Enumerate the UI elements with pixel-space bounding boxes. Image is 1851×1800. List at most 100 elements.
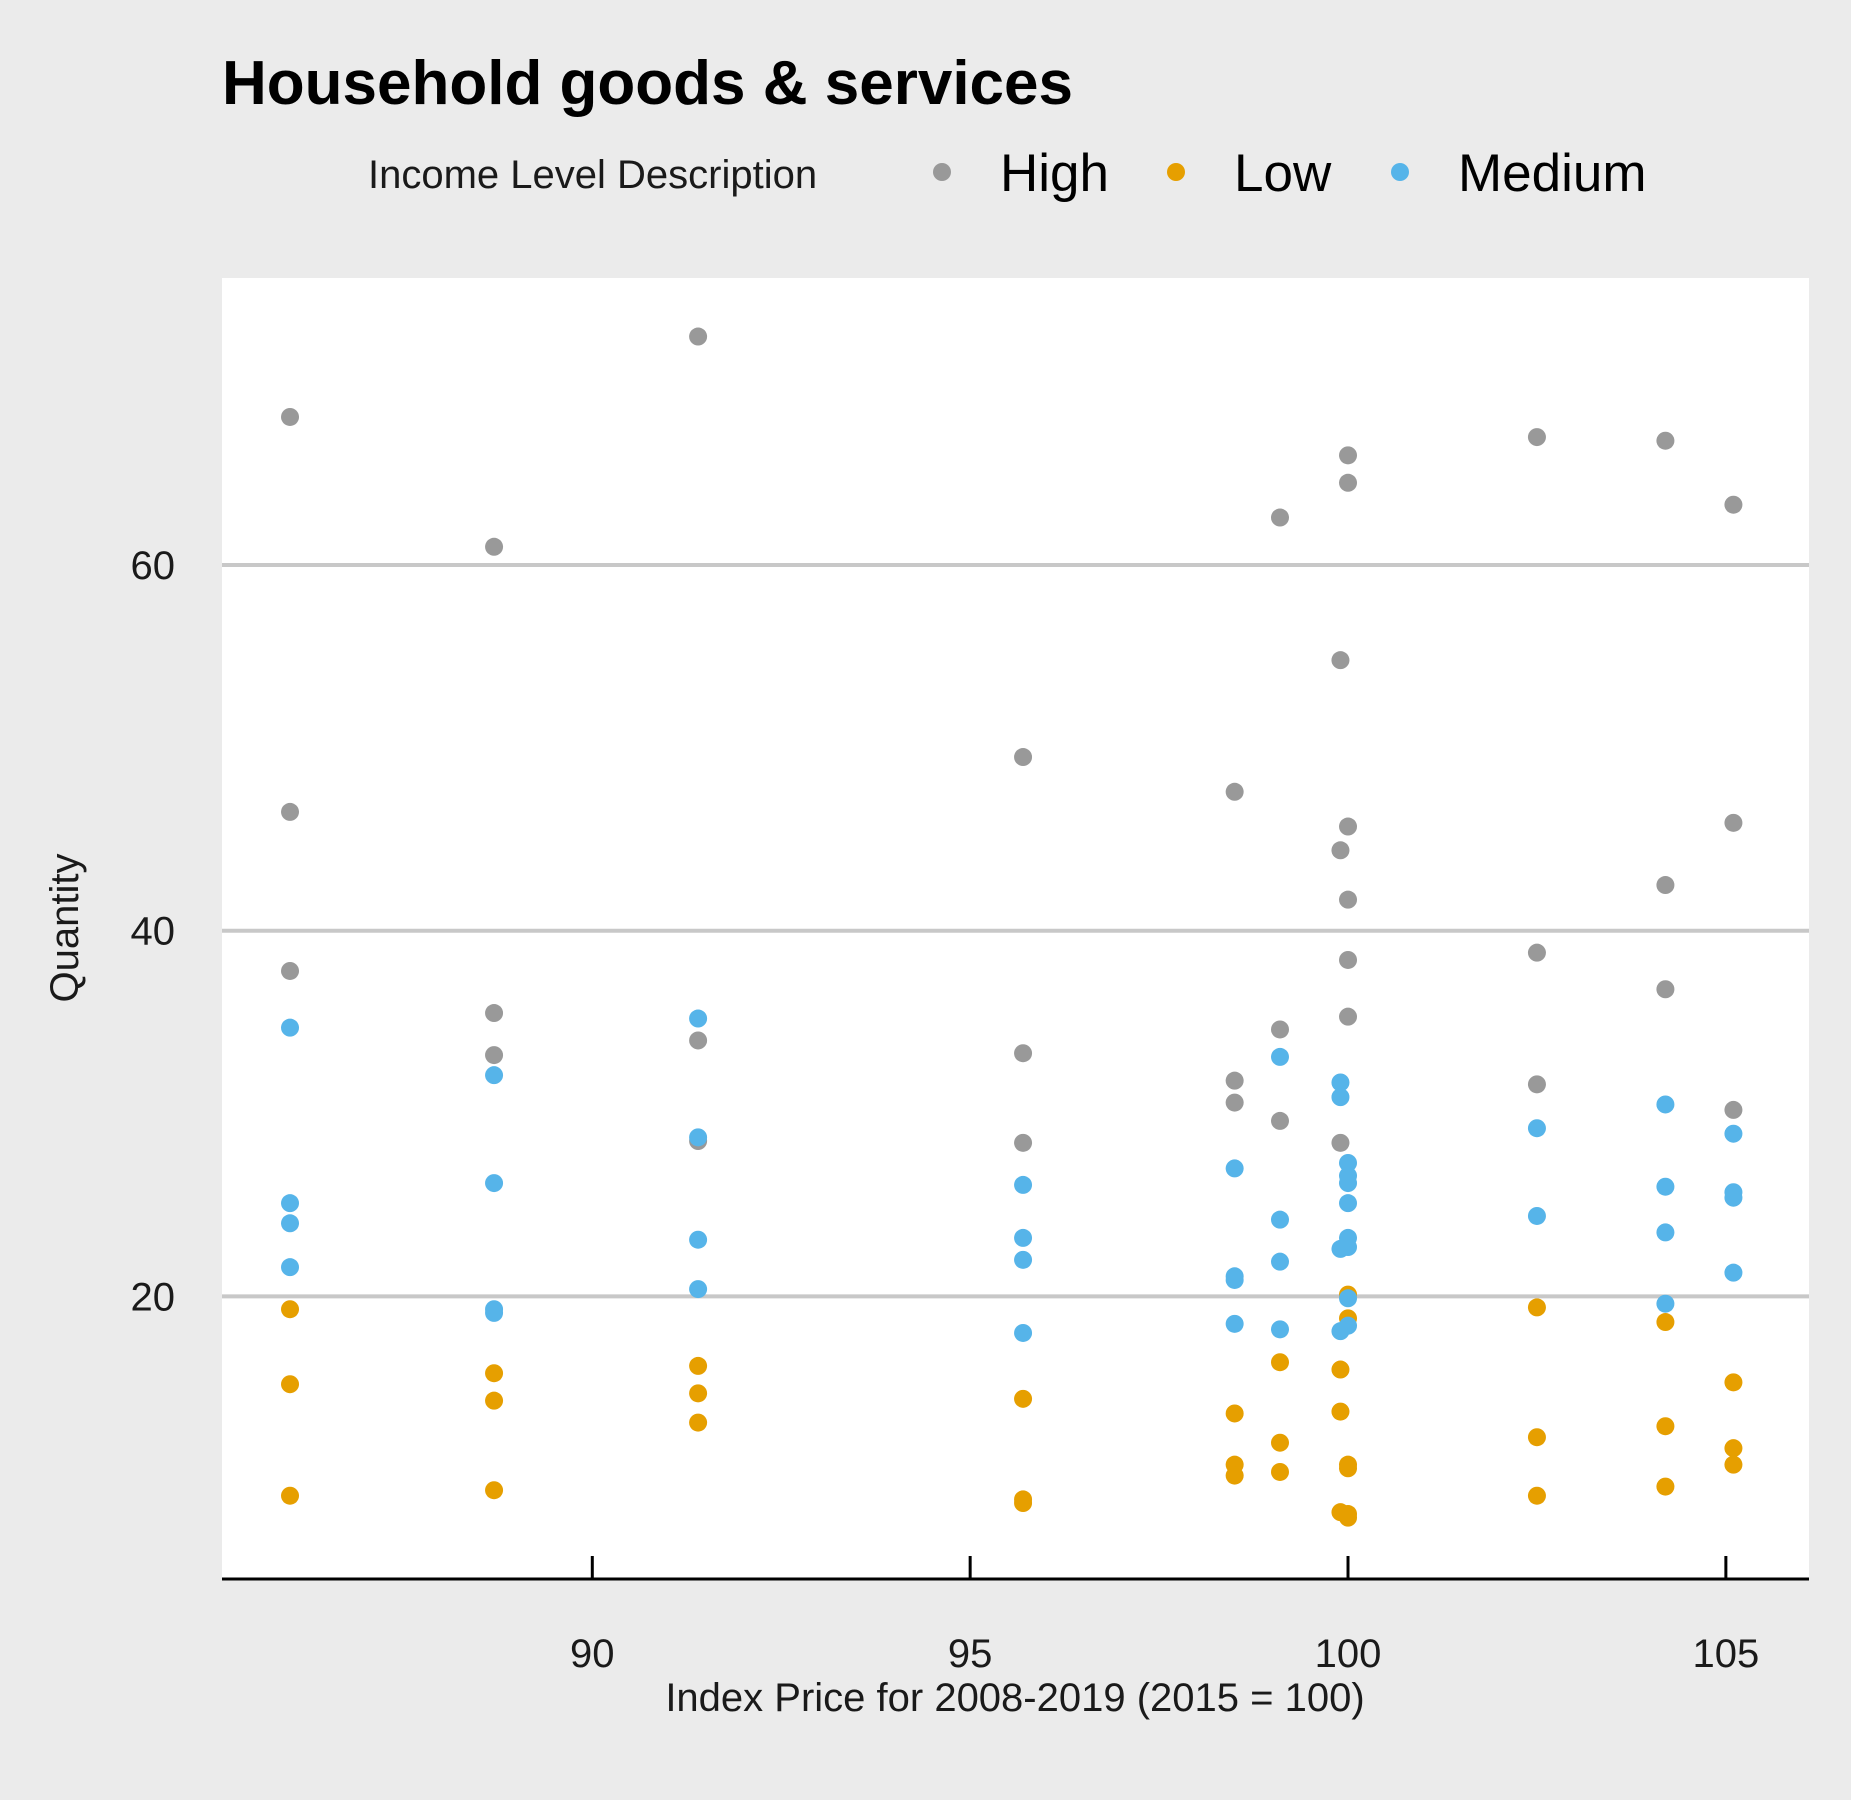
point-high-5 [485, 1046, 504, 1065]
point-high-0 [281, 407, 300, 426]
point-medium-1 [281, 1194, 300, 1213]
point-low-26 [1339, 1508, 1358, 1527]
y-tick-label-20: 20 [131, 1275, 176, 1319]
point-high-18 [1331, 651, 1350, 670]
point-high-22 [1339, 473, 1358, 492]
point-medium-38 [1656, 1095, 1675, 1114]
point-medium-22 [1271, 1252, 1289, 1271]
point-medium-30 [1339, 1174, 1358, 1193]
point-medium-45 [1724, 1263, 1743, 1282]
point-medium-20 [1271, 1047, 1289, 1066]
series-high [281, 327, 1743, 1152]
point-high-34 [1724, 813, 1743, 832]
point-medium-3 [281, 1258, 300, 1277]
x-tick-label-95: 95 [948, 1632, 993, 1676]
y-tick-label-60: 60 [131, 544, 176, 588]
gridlines [222, 563, 1809, 1299]
point-medium-41 [1656, 1294, 1675, 1313]
point-low-4 [485, 1391, 504, 1410]
point-medium-34 [1339, 1289, 1358, 1308]
point-medium-15 [1014, 1323, 1033, 1342]
legend-marker-high [933, 163, 951, 181]
point-low-29 [1527, 1486, 1546, 1505]
point-low-17 [1271, 1462, 1289, 1481]
point-medium-8 [689, 1009, 708, 1028]
series-medium [281, 1009, 1743, 1342]
point-low-18 [1331, 1360, 1350, 1379]
point-high-2 [281, 961, 300, 980]
point-high-7 [689, 1031, 708, 1050]
point-low-33 [1724, 1373, 1743, 1392]
x-axis-title: Index Price for 2008-2019 (2015 = 100) [665, 1676, 1364, 1720]
point-medium-14 [1014, 1250, 1033, 1269]
point-medium-10 [689, 1230, 708, 1249]
legend-item-low: Low [1167, 144, 1332, 203]
point-medium-28 [1339, 1153, 1358, 1172]
point-medium-9 [689, 1128, 708, 1147]
point-medium-42 [1724, 1124, 1743, 1143]
point-low-34 [1724, 1439, 1743, 1458]
point-medium-44 [1724, 1188, 1743, 1207]
legend-label-high: High [1000, 144, 1109, 203]
point-low-1 [281, 1375, 300, 1394]
point-high-33 [1724, 495, 1743, 514]
point-medium-35 [1339, 1316, 1358, 1335]
x-tick-label-90: 90 [570, 1632, 615, 1676]
point-medium-2 [281, 1214, 300, 1233]
point-low-9 [1014, 1389, 1033, 1408]
point-high-17 [1271, 1111, 1289, 1130]
point-medium-0 [281, 1018, 300, 1037]
point-low-24 [1339, 1459, 1358, 1478]
point-low-27 [1527, 1298, 1546, 1317]
point-high-30 [1656, 431, 1675, 450]
point-medium-5 [485, 1174, 504, 1193]
point-high-23 [1339, 817, 1358, 836]
point-high-31 [1656, 876, 1675, 895]
point-high-16 [1271, 1020, 1289, 1039]
point-high-12 [1225, 782, 1244, 801]
point-medium-31 [1339, 1194, 1358, 1213]
point-low-0 [281, 1300, 300, 1319]
point-medium-24 [1331, 1073, 1350, 1092]
point-medium-19 [1225, 1314, 1244, 1333]
legend-label-low: Low [1234, 144, 1332, 203]
point-medium-33 [1339, 1238, 1358, 1257]
point-medium-11 [689, 1280, 708, 1299]
point-high-32 [1656, 980, 1675, 999]
y-axis-title: Quantity [43, 854, 87, 1003]
point-low-3 [485, 1364, 504, 1383]
point-low-15 [1271, 1353, 1289, 1372]
legend-items: High Low Medium [933, 144, 1647, 203]
point-medium-25 [1331, 1088, 1350, 1107]
legend-item-medium: Medium [1391, 144, 1647, 203]
x-axis-ticks: 90 95 100 105 [570, 1556, 1759, 1676]
plot-panel [222, 278, 1809, 1578]
point-high-26 [1339, 1007, 1358, 1026]
point-medium-12 [1014, 1175, 1033, 1194]
point-high-1 [281, 802, 300, 821]
point-high-27 [1527, 428, 1546, 447]
point-high-6 [689, 327, 708, 346]
point-medium-36 [1527, 1119, 1546, 1138]
point-high-19 [1331, 841, 1350, 860]
point-low-11 [1014, 1494, 1033, 1513]
point-high-10 [1014, 1044, 1033, 1063]
x-tick-label-105: 105 [1692, 1632, 1759, 1676]
point-medium-23 [1271, 1320, 1289, 1339]
point-low-7 [689, 1384, 708, 1403]
point-low-35 [1724, 1455, 1743, 1474]
point-low-8 [689, 1413, 708, 1432]
y-tick-label-40: 40 [131, 910, 176, 954]
point-low-32 [1656, 1477, 1675, 1496]
point-low-31 [1656, 1417, 1675, 1436]
point-medium-18 [1225, 1270, 1244, 1289]
y-axis-ticks: 20 40 60 [131, 544, 176, 1319]
point-medium-21 [1271, 1210, 1289, 1229]
point-medium-4 [485, 1066, 504, 1085]
legend-marker-low [1167, 163, 1185, 181]
point-medium-13 [1014, 1228, 1033, 1247]
legend-label-medium: Medium [1458, 144, 1647, 203]
chart-title: Household goods & services [222, 49, 1073, 118]
point-high-29 [1527, 1075, 1546, 1094]
